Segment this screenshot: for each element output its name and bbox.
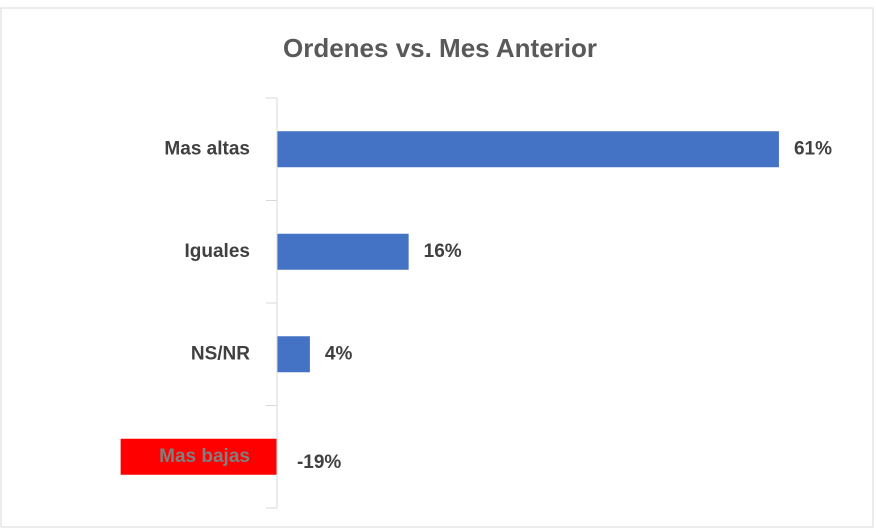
data-label: 61%: [794, 138, 832, 159]
data-label: 4%: [325, 343, 353, 364]
bar: [120, 438, 277, 475]
bar: [276, 233, 409, 270]
bar: [276, 336, 310, 373]
bar: [276, 131, 779, 168]
category-label: Mas altas: [164, 138, 250, 159]
category-label: NS/NR: [191, 343, 250, 364]
data-label: -19%: [297, 452, 341, 473]
chart-title: Ordenes vs. Mes Anterior: [283, 33, 597, 63]
category-label: Mas bajas: [159, 446, 250, 467]
category-label: Iguales: [184, 241, 249, 262]
data-label: 16%: [424, 241, 462, 262]
